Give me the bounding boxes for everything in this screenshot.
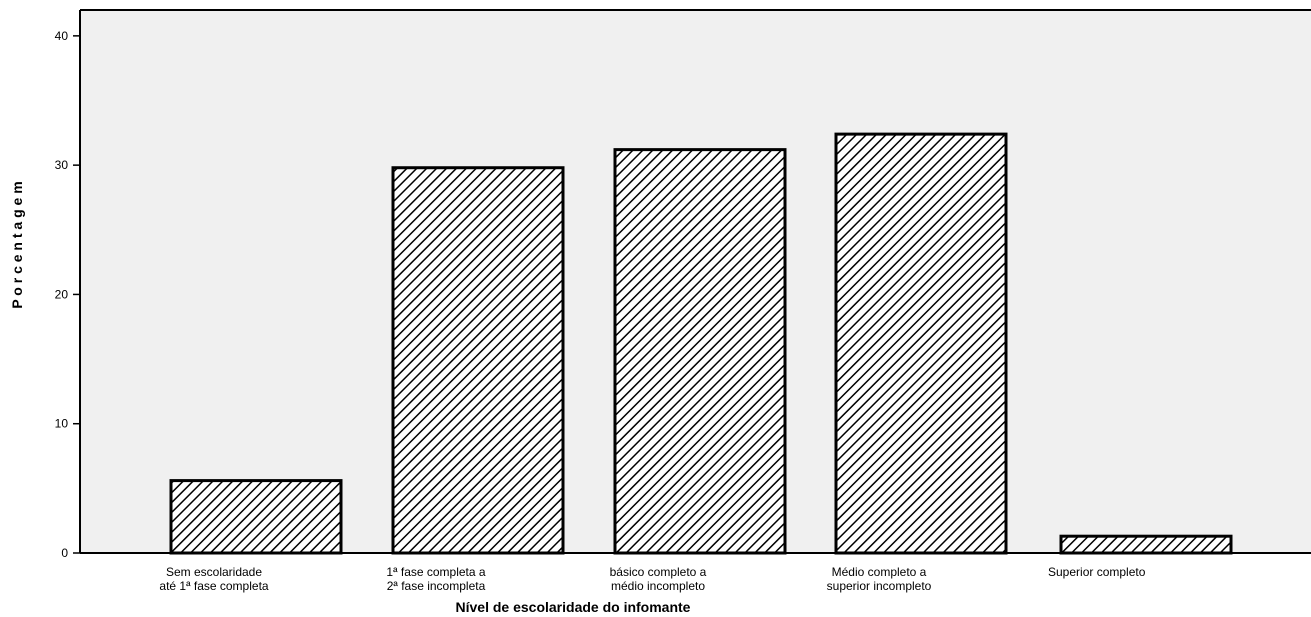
bar [613, 148, 787, 555]
bar [1059, 534, 1233, 555]
x-category-label: 2ª fase incompleta [387, 579, 486, 593]
y-tick-label: 30 [55, 158, 69, 172]
x-category-label: 1ª fase completa a [386, 565, 485, 579]
x-category-label: até 1ª fase completa [159, 579, 268, 593]
x-category-label: médio incompleto [611, 579, 705, 593]
y-ticks-group: 0 10 20 30 40 [55, 29, 80, 560]
x-category-label: Sem escolaridade [166, 565, 262, 579]
x-category-label: básico completo a [610, 565, 707, 579]
y-tick-label: 40 [55, 29, 69, 43]
bar [391, 166, 565, 555]
bars-group [169, 132, 1233, 555]
x-axis-title: Nível de escolaridade do infomante [456, 599, 691, 615]
y-tick-label: 20 [55, 287, 69, 301]
x-category-label: Médio completo a [832, 565, 927, 579]
bar [169, 479, 343, 555]
y-tick-label: 10 [55, 417, 69, 431]
bar [834, 132, 1008, 555]
x-category-label: superior incompleto [827, 579, 932, 593]
y-tick-label: 0 [61, 546, 68, 560]
x-category-label: Superior completo [1048, 565, 1146, 579]
y-axis-title: P o r c e n t a g e m [9, 181, 25, 308]
